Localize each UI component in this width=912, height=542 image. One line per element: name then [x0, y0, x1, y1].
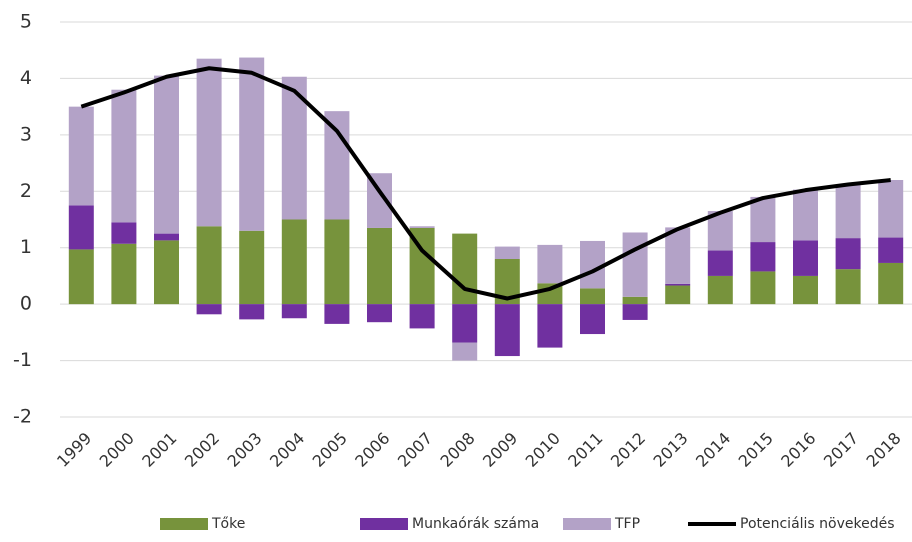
- bar-segment: [878, 237, 904, 263]
- legend-label: Tőke: [211, 516, 245, 532]
- bar-segment: [196, 58, 222, 227]
- bar-segment: [367, 227, 392, 305]
- bar-segment: [409, 304, 435, 329]
- bar-segment: [324, 111, 350, 220]
- line-series: [80, 66, 891, 301]
- bar-segment: [111, 243, 137, 305]
- y-tick-label: 0: [20, 293, 32, 315]
- bar-segment: [154, 240, 179, 305]
- legend-label: Munkaórák száma: [412, 516, 539, 532]
- bar-segment: [835, 269, 861, 305]
- bar-segment: [494, 304, 520, 357]
- bar-segment: [750, 196, 776, 243]
- bar-segment: [367, 304, 392, 323]
- x-tick-label: 2013: [649, 429, 691, 471]
- x-tick-label: 2008: [436, 429, 478, 471]
- x-tick-label: 1999: [53, 429, 95, 471]
- x-tick-label: 2006: [351, 429, 393, 471]
- bar-segment: [793, 189, 818, 241]
- bar-segment: [750, 271, 776, 305]
- x-tick-label: 2016: [777, 429, 819, 471]
- bar-segment: [324, 219, 350, 305]
- bar-segment: [68, 106, 94, 206]
- x-tick-label: 2010: [522, 429, 564, 471]
- bar-segment: [409, 226, 435, 228]
- bar-segment: [793, 240, 818, 276]
- bar-segment: [750, 242, 776, 272]
- bar-segment: [452, 233, 478, 305]
- bar-segment: [452, 342, 478, 361]
- x-tick-label: 2014: [692, 429, 734, 471]
- bar-segment: [537, 244, 563, 284]
- legend-swatch: [360, 518, 408, 530]
- bar-segment: [196, 304, 222, 315]
- legend-label: Potenciális növekedés: [740, 516, 895, 532]
- bar-segment: [239, 230, 265, 305]
- x-tick-label: 2004: [266, 429, 308, 471]
- x-tick-label: 2003: [223, 429, 265, 471]
- y-tick-label: 1: [20, 236, 32, 258]
- x-tick-label: 2009: [479, 429, 521, 471]
- bar-segment: [111, 222, 137, 244]
- y-tick-label: -2: [13, 406, 32, 428]
- bar-segment: [239, 57, 265, 231]
- bar-segment: [154, 233, 179, 241]
- x-tick-label: 2005: [309, 429, 351, 471]
- bar-segment: [878, 262, 904, 305]
- bar-segment: [196, 226, 222, 305]
- y-tick-label: 2: [20, 180, 32, 202]
- bar-segment: [281, 219, 307, 305]
- bar-segment: [580, 304, 605, 335]
- bar-segment: [622, 296, 648, 305]
- bar-segment: [707, 275, 733, 305]
- y-tick-label: 5: [20, 11, 32, 33]
- x-tick-label: 2017: [820, 429, 862, 471]
- bar-segment: [622, 232, 648, 297]
- x-tick-label: 2015: [735, 429, 777, 471]
- legend-swatch: [563, 518, 611, 530]
- bar-segment: [494, 246, 520, 259]
- x-tick-label: 2001: [138, 429, 180, 471]
- bar-segment: [111, 89, 137, 223]
- bar-segment: [665, 227, 691, 284]
- bar-segment: [580, 288, 605, 305]
- bar-segment: [452, 304, 478, 343]
- bar-segment: [537, 304, 563, 348]
- bar-segment: [281, 304, 307, 319]
- bar-segment: [707, 250, 733, 276]
- x-tick-label: 2000: [96, 429, 138, 471]
- bar-segment: [580, 240, 605, 289]
- x-tick-label: 2012: [607, 429, 649, 471]
- y-tick-label: -1: [13, 349, 32, 371]
- bar-segment: [68, 249, 94, 305]
- bar-segment: [878, 180, 904, 238]
- y-tick-label: 4: [20, 67, 32, 89]
- x-tick-label: 2018: [862, 429, 904, 471]
- x-tick-label: 2002: [181, 429, 223, 471]
- legend-swatch: [160, 518, 208, 530]
- bar-segment: [665, 283, 691, 286]
- bar-segment: [835, 184, 861, 239]
- y-tick-label: 3: [20, 123, 32, 145]
- bar-segment: [793, 275, 818, 305]
- x-tick-label: 2011: [564, 429, 606, 471]
- bar-segment: [68, 205, 94, 250]
- bar-segment: [239, 304, 265, 320]
- bar-segment: [622, 304, 648, 320]
- bar-segment: [835, 238, 861, 270]
- bar-segment: [324, 304, 350, 324]
- bar-segment: [154, 75, 179, 234]
- legend-label: TFP: [614, 516, 640, 532]
- x-tick-label: 2007: [394, 429, 436, 471]
- bar-segment: [665, 285, 691, 305]
